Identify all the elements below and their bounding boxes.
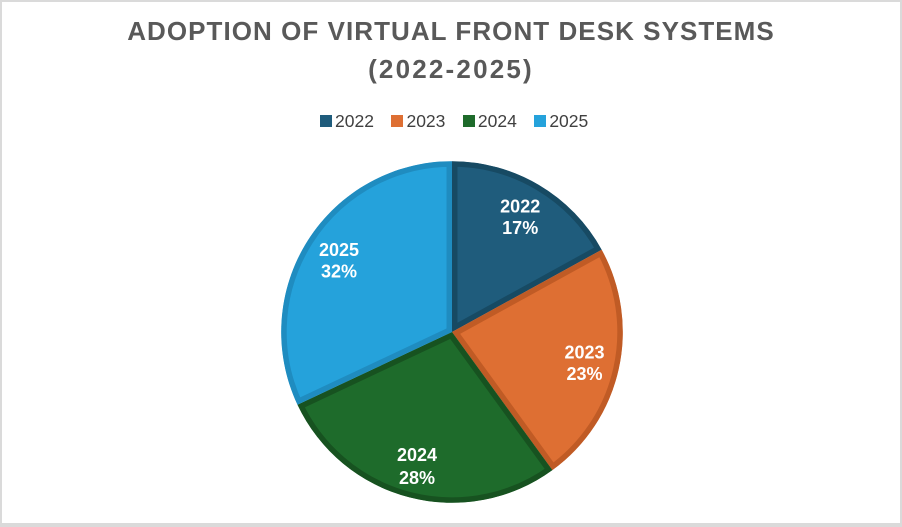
svg-text:23%: 23%	[566, 364, 602, 384]
svg-text:17%: 17%	[502, 218, 538, 238]
svg-text:32%: 32%	[321, 262, 357, 282]
svg-text:2022: 2022	[500, 197, 540, 217]
svg-text:28%: 28%	[399, 468, 435, 488]
svg-text:2025: 2025	[319, 240, 359, 260]
svg-text:2024: 2024	[397, 445, 437, 465]
svg-text:2023: 2023	[564, 342, 604, 362]
